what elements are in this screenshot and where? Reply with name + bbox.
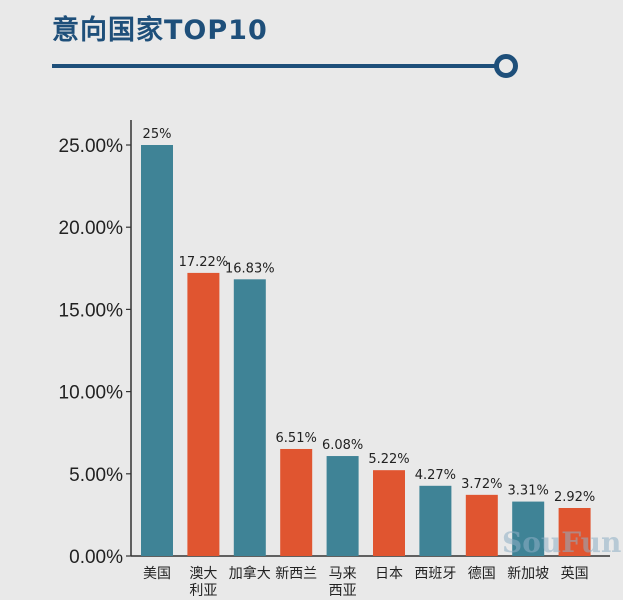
data-label: 25% xyxy=(143,127,172,142)
bar xyxy=(233,279,266,556)
x-tick-label: 英国 xyxy=(561,565,589,582)
x-tick-label: 利亚 xyxy=(189,583,217,599)
bar xyxy=(558,507,591,556)
data-label: 5.22% xyxy=(368,452,409,467)
data-label: 3.72% xyxy=(461,477,502,492)
y-tick-label: 25.00% xyxy=(59,136,124,157)
data-label: 6.51% xyxy=(276,431,317,446)
y-tick-label: 0.00% xyxy=(69,547,123,568)
chart-title: 意向国家TOP10 xyxy=(52,15,268,46)
bar xyxy=(187,272,220,556)
bar xyxy=(141,145,173,556)
watermark: SouFun xyxy=(502,526,622,559)
x-tick-label: 加拿大 xyxy=(229,565,271,582)
bar xyxy=(373,470,405,556)
x-tick-label: 美国 xyxy=(143,566,171,582)
y-tick-label: 15.00% xyxy=(59,300,124,321)
x-tick-label: 西亚 xyxy=(329,583,357,599)
y-tick-label: 10.00% xyxy=(59,383,124,404)
y-tick-label: 20.00% xyxy=(59,218,124,239)
bar xyxy=(465,494,498,556)
data-label: 2.92% xyxy=(554,490,595,505)
data-label: 3.31% xyxy=(508,484,549,499)
y-tick-label: 5.00% xyxy=(69,465,123,486)
data-label: 6.08% xyxy=(322,438,363,453)
x-tick-label: 马来 xyxy=(329,566,357,582)
title-underline xyxy=(52,64,500,68)
bar xyxy=(512,501,545,556)
x-tick-label: 德国 xyxy=(468,566,496,582)
data-label: 16.83% xyxy=(225,261,275,276)
title-circle-icon xyxy=(494,54,518,78)
bar xyxy=(326,456,359,556)
x-tick-label: 日本 xyxy=(375,566,403,582)
x-tick-label: 新加坡 xyxy=(507,566,549,582)
bar xyxy=(419,485,452,556)
x-tick-label: 澳大 xyxy=(189,566,217,582)
bar xyxy=(280,448,313,556)
x-tick-label: 新西兰 xyxy=(275,566,317,582)
x-tick-label: 西班牙 xyxy=(414,566,456,582)
data-label: 4.27% xyxy=(415,468,456,483)
data-label: 17.22% xyxy=(179,255,229,270)
